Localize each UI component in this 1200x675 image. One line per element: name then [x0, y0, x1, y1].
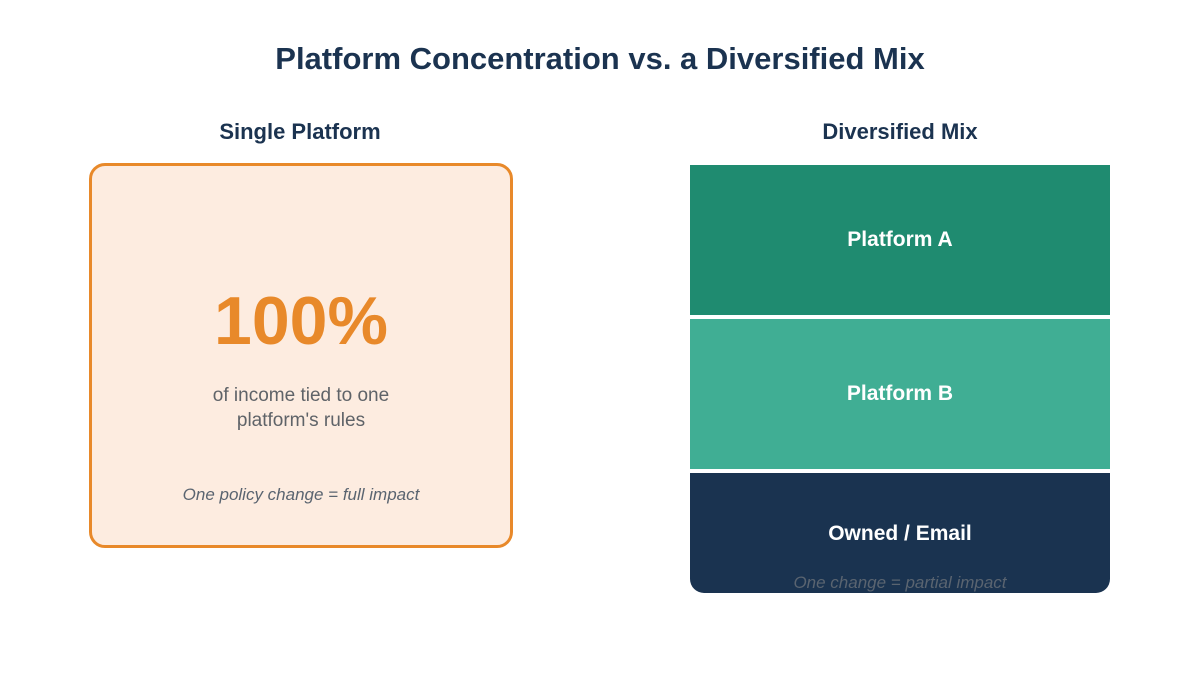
- income-share-description: of income tied to one platform's rules: [212, 385, 390, 431]
- page-title: Platform Concentration vs. a Diversified…: [275, 41, 925, 76]
- segment-platform-b: Platform B: [690, 319, 1110, 469]
- segment-label: Platform A: [847, 228, 953, 251]
- segment-label: Platform B: [846, 382, 954, 405]
- diversified-mix-note: One change = partial impact: [793, 573, 1007, 592]
- segment-owned-email: Owned / Email: [690, 473, 1110, 593]
- single-platform-heading: Single Platform: [219, 119, 381, 144]
- income-share-value: 100%: [214, 283, 388, 359]
- diversified-mix-heading: Diversified Mix: [822, 119, 978, 144]
- diversified-mix-stack: Platform A Platform B Owned / Email: [690, 165, 1110, 593]
- single-platform-note: One policy change = full impact: [182, 485, 420, 504]
- segment-label: Owned / Email: [828, 522, 972, 545]
- single-platform-card: 100% of income tied to one platform's ru…: [89, 163, 513, 548]
- segment-platform-a: Platform A: [690, 165, 1110, 315]
